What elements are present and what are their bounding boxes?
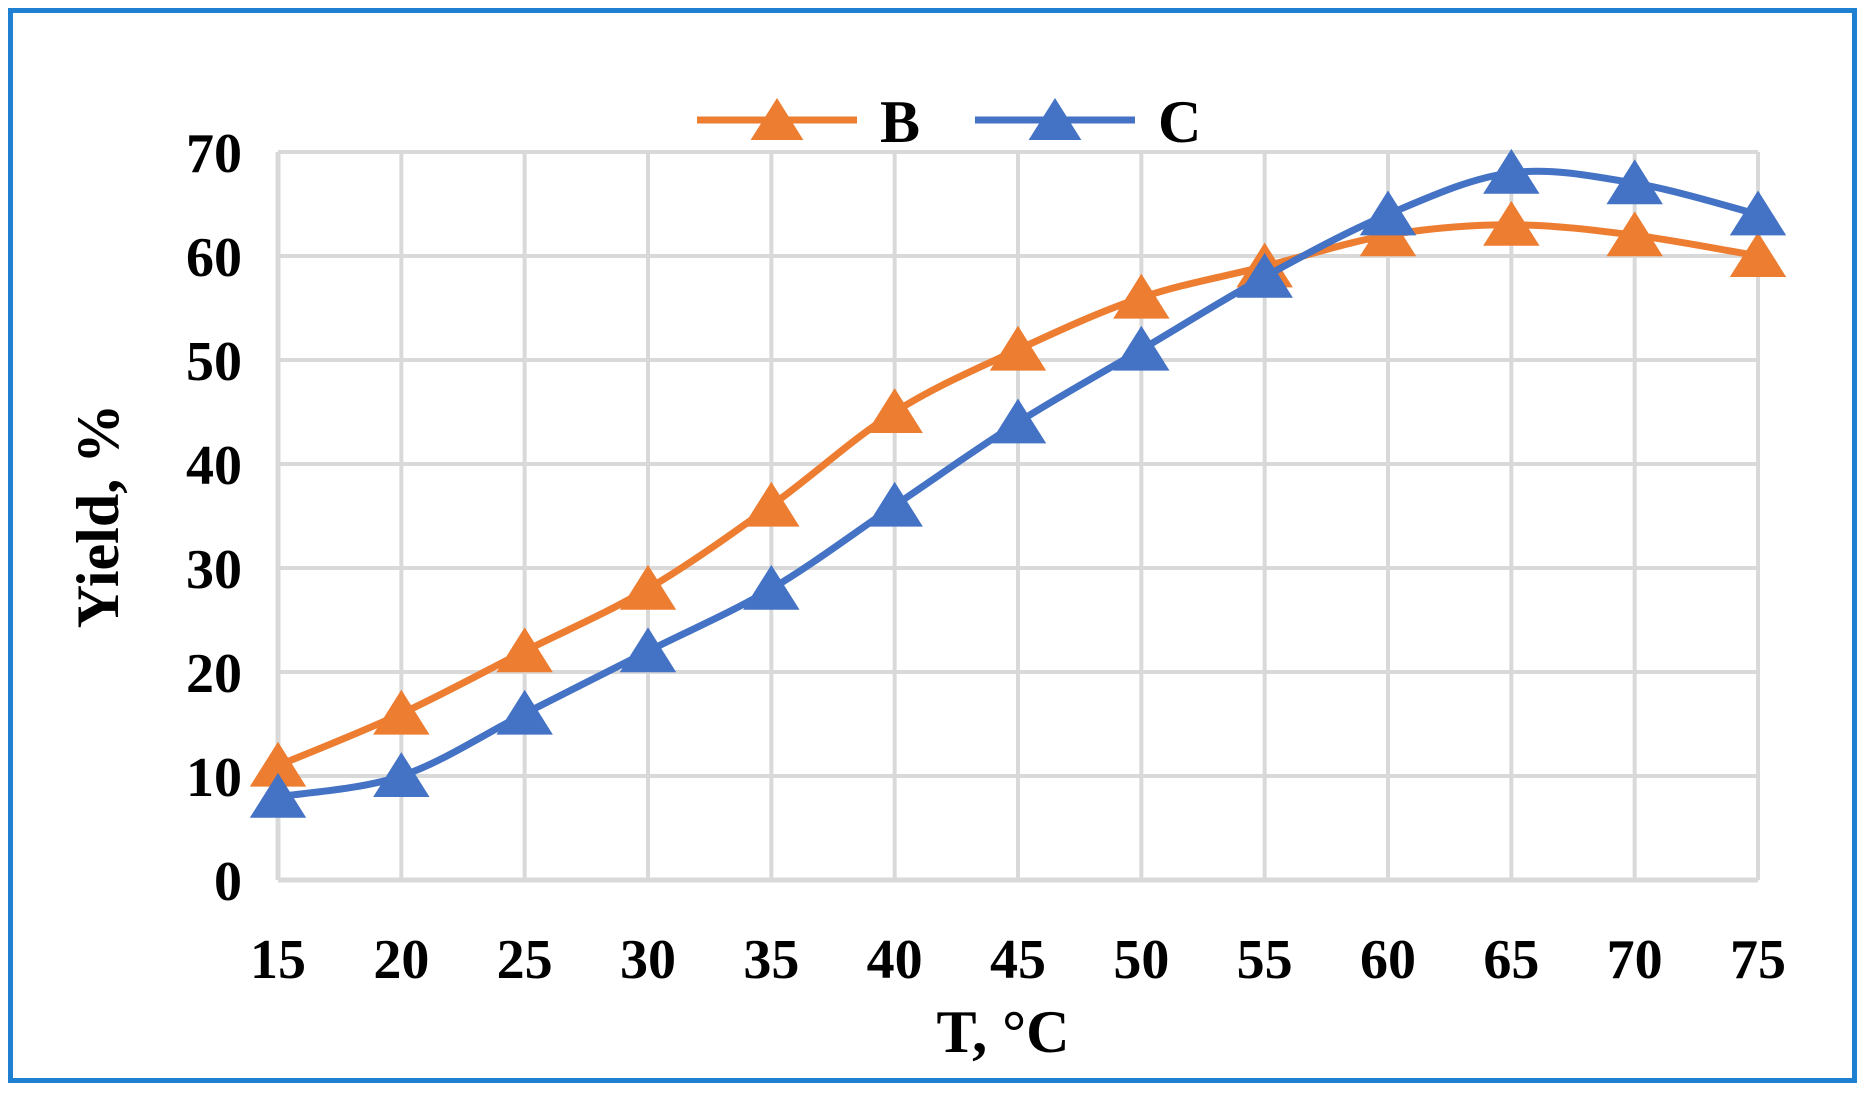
y-tick-label: 0 [214,851,242,913]
x-tick-label: 60 [1360,929,1416,991]
legend-label-c: C [1158,89,1201,155]
legend-swatch-c-marker [1028,98,1082,140]
series-c-point [1729,190,1787,236]
series-c-point [496,689,553,735]
legend: B C [697,89,1201,155]
series-c-point [1483,148,1540,194]
x-tick-label: 50 [1113,929,1169,991]
series-c-point [1113,325,1170,371]
series-c-point [249,772,307,818]
series-b-point [1606,211,1663,257]
x-tick-label: 75 [1730,929,1786,991]
y-tick-label: 70 [186,123,242,185]
series-b-point [1483,200,1540,246]
series-c-point [1236,252,1293,298]
series-c-point [1606,159,1663,205]
series-c-point [373,752,430,797]
legend-item-b: B [697,89,920,155]
series-c-point [989,398,1047,444]
grid-lines [278,150,1760,880]
y-tick-label: 10 [186,747,242,809]
series-b-point [989,325,1047,371]
chart-frame [8,8,1857,1083]
legend-item-c: C [975,89,1201,155]
y-tick-label: 50 [186,331,242,393]
x-tick-label: 40 [867,929,923,991]
x-tick-label: 15 [250,929,306,991]
y-axis-title: Yield, % [65,404,131,628]
x-tick-label: 30 [620,929,676,991]
series-c-point [1359,190,1417,236]
series-b-point [496,627,553,673]
series-b-point [1729,232,1787,277]
x-tick-label: 25 [497,929,553,991]
tick-labels: 0 10 20 30 40 50 60 70 15 20 25 30 35 40 45 50 55 60 65 70 7… [186,123,1786,991]
y-tick-label: 30 [186,539,242,601]
series-c-point [866,481,923,527]
series-c-point [743,564,800,610]
x-tick-label: 45 [990,929,1046,991]
series-b-point [619,564,677,610]
x-tick-label: 55 [1237,929,1293,991]
series-b-point [866,388,923,433]
x-tick-label: 35 [743,929,799,991]
legend-label-b: B [880,89,920,155]
x-axis-title: T, °C [937,999,1070,1065]
y-tick-label: 60 [186,227,242,289]
x-tick-label: 70 [1607,929,1663,991]
series-b-point [1113,273,1170,319]
x-tick-label: 20 [373,929,429,991]
series-c-point [619,627,677,673]
y-tick-label: 40 [186,435,242,497]
x-tick-label: 65 [1483,929,1539,991]
legend-swatch-b-marker [750,98,804,140]
y-tick-label: 20 [186,643,242,705]
series-layer [249,148,1787,818]
series-b-point [743,481,800,527]
series-b-point [373,689,430,735]
